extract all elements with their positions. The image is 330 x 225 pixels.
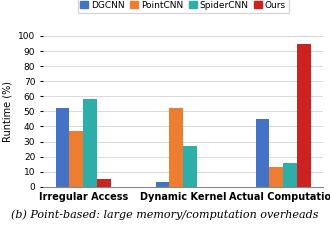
Legend: DGCNN, PointCNN, SpiderCNN, Ours: DGCNN, PointCNN, SpiderCNN, Ours	[78, 0, 289, 13]
Bar	[183, 146, 197, 187]
Bar	[297, 43, 311, 187]
Bar	[283, 163, 297, 187]
Bar	[56, 108, 69, 187]
Bar	[156, 182, 169, 187]
Bar	[97, 179, 111, 187]
Bar	[269, 167, 283, 187]
Bar	[83, 99, 97, 187]
Bar	[169, 108, 183, 187]
Y-axis label: Runtime (%): Runtime (%)	[2, 81, 13, 142]
Bar	[69, 131, 83, 187]
Text: (b) Point-based: large memory/computation overheads: (b) Point-based: large memory/computatio…	[11, 210, 319, 220]
Bar	[256, 119, 269, 187]
